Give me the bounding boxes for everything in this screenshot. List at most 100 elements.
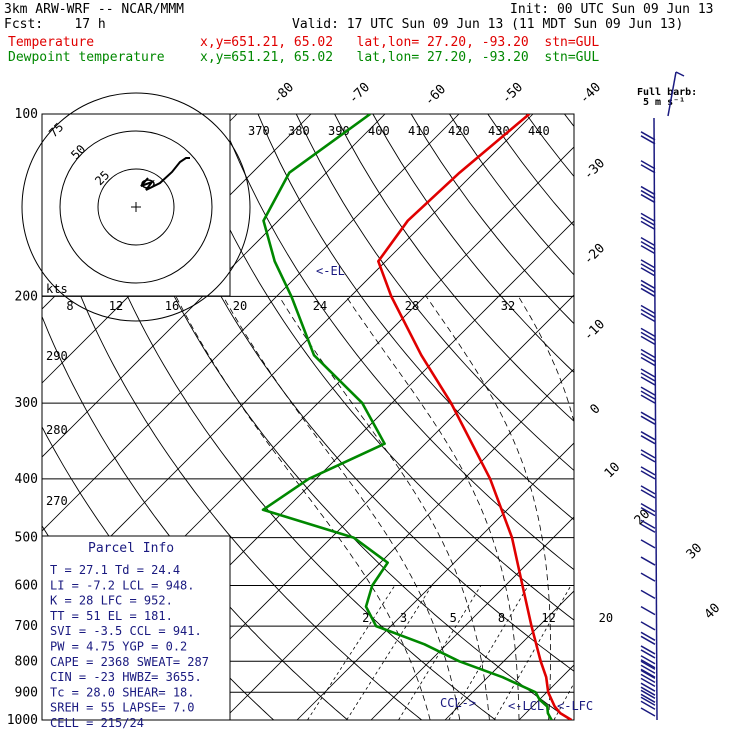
storm-motion-marker [141,179,155,189]
wind-barb [640,390,656,400]
temperature-profile [377,114,573,720]
theta-e-label: 400 [368,124,390,138]
hodograph-ring [21,92,251,322]
dry-adiabat [142,114,574,672]
dry-adiabat [603,114,740,720]
dry-adiabat [334,114,574,422]
temperature-legend-label: Temperature [8,35,95,50]
isotherm-label: -50 [499,80,526,107]
wind-staff-axis [653,117,658,721]
wind-barb [640,466,656,476]
wind-barb [640,394,656,404]
wind-barb [640,682,656,692]
wind-barb [640,312,656,323]
wind-barb [640,621,656,631]
isotherm-line [444,590,574,720]
parcel-info-box [41,535,231,721]
dry-adiabat [257,114,574,521]
parcel-info-row: LI = -7.2 LCL = 948. [50,578,195,592]
moist-adiabat [608,296,637,720]
mixing-ratio-line [493,585,572,720]
isotherm-label: 10 [602,460,624,482]
wind-barb [640,660,656,670]
mixing-ratio-label: 2 [362,611,369,625]
wind-barb [640,368,656,378]
plot-frame [41,113,575,721]
dry-adiabat [372,114,574,374]
wind-barb [640,655,656,665]
dewpoint-legend-label: Dewpoint temperature [8,50,165,65]
moist-adiabat [425,296,551,720]
pressure-label: 700 [15,619,38,634]
isotherm-label: -80 [270,80,297,107]
wind-barb [640,283,656,294]
wind-barb [640,605,656,616]
theta-e-label: 410 [408,124,430,138]
wind-barb [640,415,656,425]
dry-adiabat [410,114,574,325]
wind-barb [640,664,656,674]
isotherm-label: 30 [684,541,706,563]
mixing-ratio-line [307,585,396,720]
wind-barb [640,556,656,566]
wind-barb [640,686,656,696]
pressure-label: 200 [15,289,38,304]
hodograph-axis-label: 8 [66,299,73,313]
wind-barb [640,635,656,645]
wind-barb [640,327,656,338]
wind-barb [640,241,656,251]
wind-barb [640,331,656,342]
theta-label: 280 [46,423,68,437]
wind-barb [640,696,656,706]
wind-barb [640,245,656,255]
parcel-info-row: PW = 4.75 YGP = 0.2 [50,640,187,654]
hodograph-axis-label: 20 [233,299,247,313]
hodograph-ring [97,168,175,246]
isotherm-label: 40 [702,601,724,623]
dry-adiabat [180,114,574,621]
wind-barb [640,519,656,529]
wind-barb [640,572,656,582]
wind-barb [640,502,656,513]
init-time: Init: 00 UTC Sun 09 Jun 13 [510,2,714,17]
wind-barb [640,372,656,382]
parcel-info-title: Parcel Info [88,541,174,556]
wind-barb [640,335,656,346]
mixing-ratio-label: 5 [450,611,457,625]
parcel-info-row: K = 28 LFC = 952. [50,594,173,608]
mixing-ratio-line [553,682,574,720]
mixing-ratio-label: 8 [498,611,505,625]
isotherm-label: -70 [346,80,373,107]
wind-barb [640,431,656,441]
theta-e-label: 390 [328,124,350,138]
isotherm-line [42,114,386,458]
theta-e-label: 380 [288,124,310,138]
dry-adiabat [219,114,574,571]
isotherm-label: -10 [581,317,608,344]
theta-e-label: 430 [488,124,510,138]
mixing-ratio-line [346,585,433,720]
wind-barb [640,193,656,204]
wind-barb [640,189,656,200]
theta-label: 290 [46,349,68,363]
wind-barb [640,216,656,226]
wind-barb [640,212,656,222]
level-annotation: <-LCL [508,699,544,713]
wind-barb [640,164,656,174]
isotherm-label: 0 [587,401,603,417]
wind-barb [640,700,656,710]
parcel-info-row: SVI = -3.5 CCL = 941. [50,624,202,638]
parcel-info-row: TT = 51 EL = 181. [50,609,173,623]
mixing-ratio-label: 3 [400,611,407,625]
wind-barb [640,279,656,290]
moist-adiabat [345,296,520,720]
wind-barb [640,539,656,549]
dry-adiabat [295,114,574,472]
isotherm-label: -20 [581,241,608,268]
level-annotation: <-LFC [557,699,593,713]
pressure-label: 1000 [7,713,38,728]
wind-barb [640,485,656,495]
wind-barb [640,304,656,315]
wind-barb [640,352,656,363]
hodograph-axis-label: 32 [501,299,515,313]
